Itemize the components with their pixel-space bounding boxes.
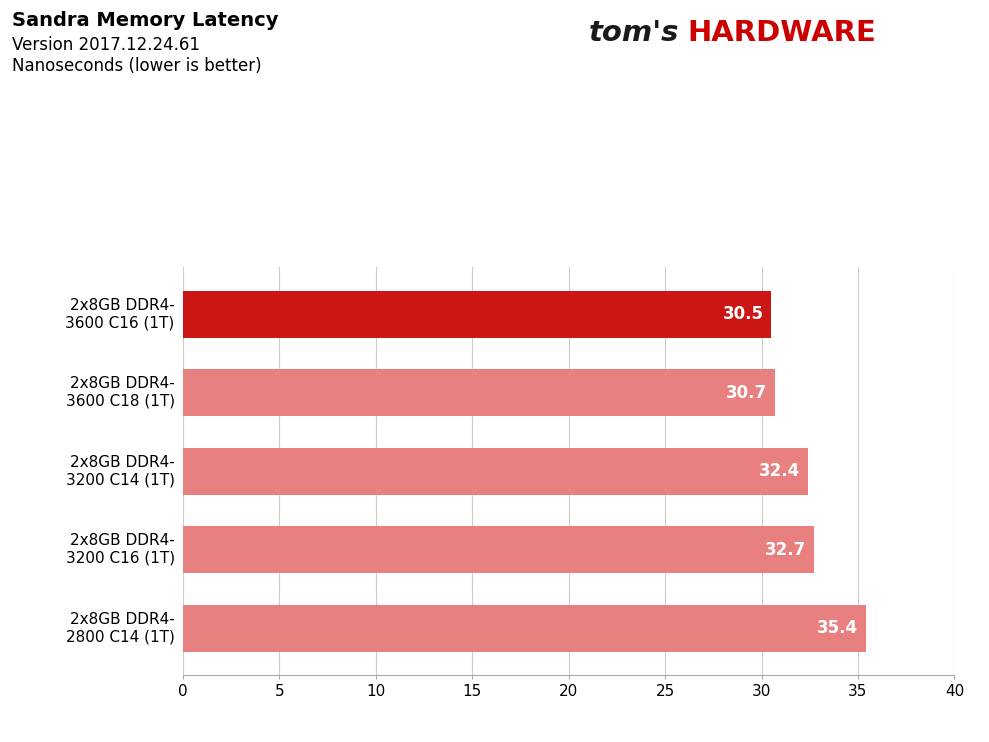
Bar: [183, 447, 808, 495]
Text: Nanoseconds (lower is better): Nanoseconds (lower is better): [12, 57, 261, 75]
Text: 32.4: 32.4: [759, 462, 800, 480]
Bar: [183, 605, 865, 651]
Text: HARDWARE: HARDWARE: [687, 19, 876, 47]
Bar: [183, 291, 771, 338]
Text: 32.7: 32.7: [764, 541, 806, 559]
Text: 35.4: 35.4: [817, 619, 858, 637]
Bar: [183, 526, 814, 573]
Text: 30.5: 30.5: [722, 305, 764, 324]
Bar: [183, 369, 775, 416]
Text: tom's: tom's: [588, 19, 679, 47]
Text: 30.7: 30.7: [726, 384, 767, 401]
Text: Version 2017.12.24.61: Version 2017.12.24.61: [12, 36, 200, 53]
Text: Sandra Memory Latency: Sandra Memory Latency: [12, 11, 278, 30]
